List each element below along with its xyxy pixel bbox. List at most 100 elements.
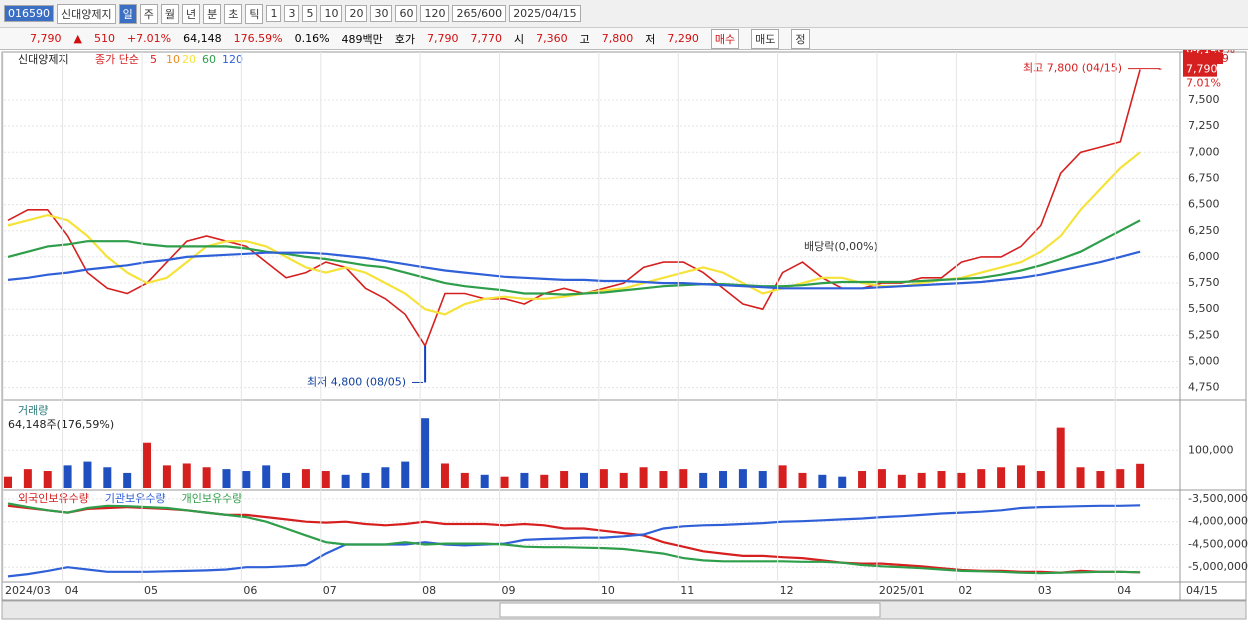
x-tick-label: 07 (323, 584, 337, 597)
quote-amount: 489백만 (341, 32, 383, 46)
volume-bar (1036, 471, 1045, 488)
volume-bar (103, 467, 112, 488)
volume-bar (540, 474, 549, 488)
current-price-box (1183, 62, 1217, 77)
series-line (7, 219, 1141, 296)
toolbar: 016590 신대양제지 일 주 월 년 분 초 틱 1 3 5 10 20 30 60 120 265/600 2… (0, 0, 1248, 28)
x-tick-label: 12 (780, 584, 794, 597)
quote-sell[interactable]: 매도 (751, 28, 780, 49)
volume-bar (1076, 467, 1085, 488)
x-tick-label: 11 (680, 584, 694, 597)
volume-bar (520, 472, 529, 488)
bar-count[interactable]: 265/600 (452, 5, 507, 22)
volume-bar (63, 465, 72, 488)
volume-bar (937, 471, 946, 488)
scroll-thumb[interactable] (499, 602, 881, 618)
unit-button[interactable]: 3 (284, 5, 300, 22)
volume-bar (778, 465, 787, 488)
volume-bar (897, 474, 906, 488)
current-price: 7,790 (1186, 63, 1218, 76)
legend-entry: 60 (202, 53, 216, 66)
volume-bar (242, 471, 251, 488)
quote-low-label: 저 (645, 32, 656, 46)
volume-bar (818, 474, 827, 488)
panel-title: 거래량 (18, 404, 48, 417)
quote-rate: +7.01% (126, 32, 172, 45)
stock-code[interactable]: 016590 (4, 5, 54, 22)
volume-bar (23, 469, 32, 488)
chart-title: 신대양제지 (18, 53, 69, 66)
volume-bar (917, 472, 926, 488)
legend-entry: 10 (166, 53, 180, 66)
period-button[interactable]: 일 (118, 3, 137, 24)
low-annotation: 최저 4,800 (08/05) (307, 375, 406, 388)
volume-bar (321, 471, 330, 488)
volume-bar (957, 472, 966, 488)
volume-bar (401, 461, 410, 488)
dividend-annotation: 배당락(0,00%) (804, 240, 878, 253)
volume-bar (679, 469, 688, 488)
period-button[interactable]: 틱 (245, 3, 264, 24)
y-tick-label: 6,000 (1188, 250, 1220, 263)
y-tick-label: -5,000,000 (1188, 560, 1248, 573)
unit-button[interactable]: 10 (320, 5, 343, 22)
unit-button[interactable]: 20 (345, 5, 368, 22)
y-tick-label: -4,500,000 (1188, 537, 1248, 550)
volume-bar (381, 467, 390, 488)
series-line (7, 504, 1141, 578)
y-tick-label: 5,250 (1188, 328, 1220, 341)
period-button[interactable]: 초 (224, 3, 243, 24)
volume-bar (202, 467, 211, 488)
series-line (7, 69, 1141, 348)
period-button[interactable]: 년 (181, 3, 201, 24)
y-tick-label: 5,000 (1188, 355, 1220, 368)
volume-bar (877, 469, 886, 488)
stock-name[interactable]: 신대양제지 (57, 3, 116, 24)
quote-eval[interactable]: 정 (791, 28, 810, 49)
quote-bid: 7,770 (470, 32, 503, 45)
volume-bar (738, 469, 747, 488)
volume-bar (301, 469, 310, 488)
quote-open-label: 시 (514, 32, 525, 46)
volume-bar (977, 469, 986, 488)
volume-bar (162, 465, 171, 488)
unit-button[interactable]: 60 (395, 5, 418, 22)
period-button[interactable]: 주 (139, 3, 158, 24)
volume-bar (440, 463, 449, 488)
legend-label: 종가 단순 (95, 53, 139, 66)
date-input[interactable]: 2025/04/15 (509, 5, 581, 22)
period-button[interactable]: 분 (203, 3, 222, 24)
x-tick-label: 04 (65, 584, 79, 597)
y-tick-label: 7,250 (1188, 119, 1220, 132)
quote-volume: 64,148 (183, 32, 222, 45)
quote-bid-label: 호가 (394, 32, 416, 46)
volume-bar (4, 476, 12, 488)
volume-bar (262, 465, 271, 488)
unit-button[interactable]: 5 (302, 5, 318, 22)
current-rate: 7.01% (1186, 77, 1221, 90)
quote-open: 7,360 (536, 32, 568, 45)
volume-bar (1136, 463, 1145, 488)
period-button[interactable]: 월 (160, 3, 179, 24)
volume-bar (1016, 465, 1025, 488)
chart: 4,750 5,000 5,250 5,500 5,750 6,000 6,250 6,500… (1, 50, 1248, 620)
quote-high: 7,800 (601, 32, 634, 45)
y-tick-label: 6,500 (1188, 198, 1220, 211)
unit-button[interactable]: 30 (370, 5, 393, 22)
volume-bar (83, 461, 92, 488)
volume-bar (758, 471, 767, 488)
volume-bar (838, 476, 847, 488)
high-annotation: 최고 7,800 (04/15) (1023, 62, 1122, 75)
volume-bar (659, 471, 668, 488)
volume-bar (580, 472, 588, 488)
volume-bar (480, 474, 489, 488)
y-tick-label: 6,750 (1188, 171, 1220, 184)
x-tick-label: 05 (144, 584, 158, 597)
legend-entry: 개인보유수량 (182, 492, 243, 505)
quote-buy[interactable]: 매수 (710, 28, 740, 49)
quote-low: 7,290 (667, 32, 699, 45)
unit-button[interactable]: 120 (420, 5, 450, 22)
y-tick-label: -4,000,000 (1188, 515, 1248, 528)
unit-button[interactable]: 1 (266, 5, 282, 22)
